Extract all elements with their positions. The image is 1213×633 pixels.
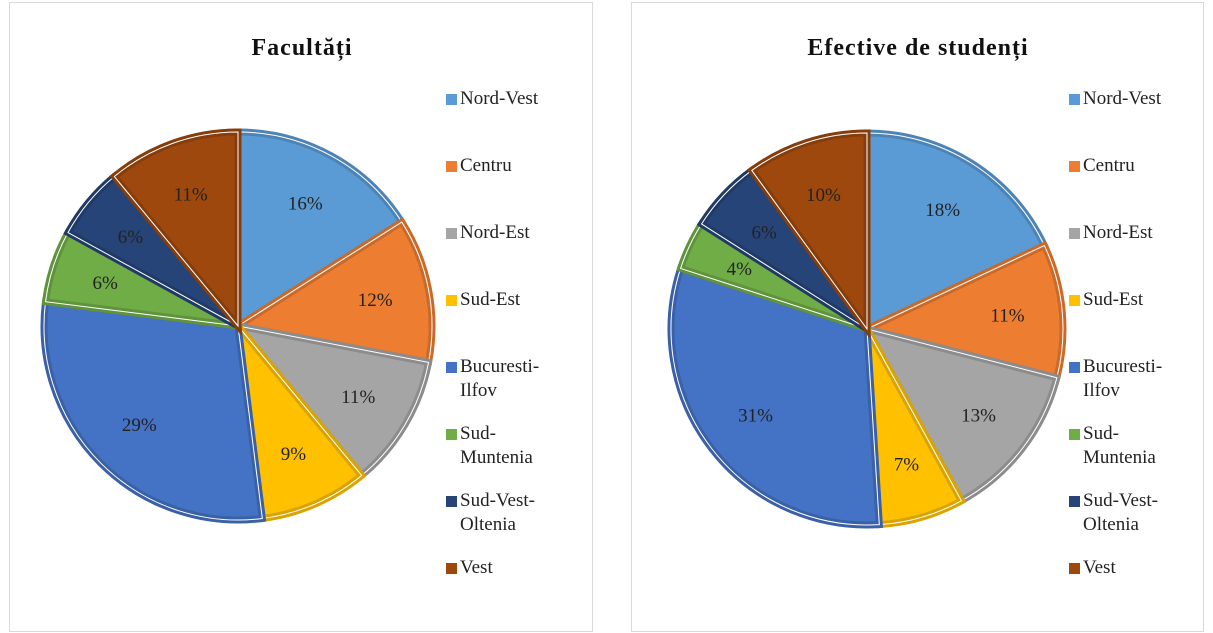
legend-label: Centru [460,155,512,176]
data-label: 4% [727,259,753,280]
pie-slice [40,297,267,524]
chart-panel: Efective de studenți 18% 11% 13% 7% 31% 4% 6% 10… [631,2,1204,632]
data-label: 11% [990,306,1024,327]
legend-swatch [1069,228,1080,239]
slice-border [236,325,430,477]
legend-item: Vest [446,556,558,623]
data-label: 29% [122,415,157,436]
legend-label: Sud-Vest-Oltenia [1083,490,1158,535]
chart-panel: Facultăți 16% 12% 11% 9% 29% 6% 6% 11% Nord-Vest… [9,2,593,632]
legend-item: Nord-Est [446,221,558,288]
legend: Nord-Vest Centru Nord-Est Sud-Est Bucuresti-… [446,87,558,623]
legend-label: Sud-Muntenia [1083,423,1156,468]
legend-swatch [446,496,457,507]
data-label: 16% [288,194,323,215]
legend-item: Nord-Vest [1069,87,1181,154]
legend-item: Sud-Muntenia [1069,422,1181,489]
legend-label: Sud-Muntenia [460,423,533,468]
legend-item: Sud-Est [446,288,558,355]
legend-item: Centru [1069,154,1181,221]
legend-item: Bucuresti-Ilfov [1069,355,1181,422]
data-label: 12% [358,290,393,311]
legend-swatch [1069,94,1080,105]
slice-border [237,131,403,327]
slice-border [865,244,1064,379]
legend-label: Nord-Est [1083,222,1153,243]
data-label: 9% [281,444,307,465]
legend-label: Bucuresti-Ilfov [460,356,540,401]
legend-swatch [446,161,457,172]
legend-swatch [1069,161,1080,172]
slice-border [236,221,433,363]
legend-label: Nord-Vest [1083,88,1162,109]
legend-label: Vest [460,557,493,578]
legend-swatch [1069,362,1080,373]
legend-swatch [1069,429,1080,440]
slice-border [113,131,239,328]
legend-label: Nord-Est [460,222,530,243]
legend-label: Centru [1083,155,1135,176]
data-label: 6% [118,227,144,248]
legend-label: Vest [1083,557,1116,578]
legend-swatch [446,94,457,105]
data-label: 11% [341,387,375,408]
data-label: 11% [174,185,208,206]
legend-item: Sud-Vest-Oltenia [446,489,558,556]
legend-swatch [1069,496,1080,507]
legend-item: Sud-Est [1069,288,1181,355]
slice-border [670,267,880,526]
legend-item: Vest [1069,556,1181,623]
legend-swatch [446,563,457,574]
slice-border [237,324,363,520]
data-label: 6% [751,222,777,243]
legend-label: Sud-Est [460,289,521,310]
chart: Efective de studenți 18% 11% 13% 7% 31% 4% 6% 10… [667,35,1067,529]
chart: Facultăți 16% 12% 11% 9% 29% 6% 6% 11% [40,35,436,524]
data-label: 31% [738,405,773,426]
data-label: 6% [92,273,118,294]
data-label: 7% [894,455,920,476]
data-label: 13% [961,405,996,426]
chart-title: Facultăți [252,35,353,61]
legend: Nord-Vest Centru Nord-Est Sud-Est Bucuresti-… [1069,87,1181,623]
legend-label: Sud-Est [1083,289,1144,310]
chart-title: Efective de studenți [807,35,1028,61]
legend-label: Nord-Vest [460,88,539,109]
slice-border [866,328,1058,502]
legend-item: Nord-Vest [446,87,558,154]
legend-item: Nord-Est [1069,221,1181,288]
legend-item: Sud-Muntenia [446,422,558,489]
slice-border [43,301,263,521]
legend-swatch [446,295,457,306]
legend-label: Sud-Vest-Oltenia [460,490,535,535]
legend-label: Bucuresti-Ilfov [1083,356,1163,401]
legend-swatch [446,228,457,239]
slice-border [866,132,1046,330]
legend-swatch [446,429,457,440]
data-label: 10% [806,185,841,206]
legend-item: Bucuresti-Ilfov [446,355,558,422]
legend-item: Centru [446,154,558,221]
legend-swatch [1069,563,1080,574]
slice-border [751,132,868,331]
legend-swatch [446,362,457,373]
data-label: 18% [925,200,960,221]
legend-item: Sud-Vest-Oltenia [1069,489,1181,556]
legend-swatch [1069,295,1080,306]
